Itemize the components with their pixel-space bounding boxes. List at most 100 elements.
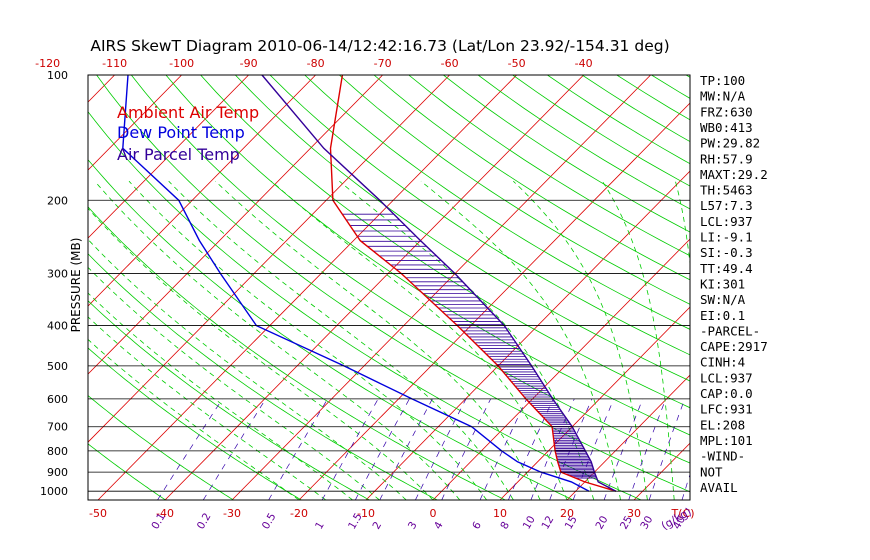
mixing-ratio-line [530, 398, 575, 500]
mixing-ratio-line [379, 398, 433, 500]
moist-adiabat-line [601, 180, 675, 500]
mixing-ratio-line [549, 398, 593, 500]
index-item: MAXT:29.2 [700, 167, 768, 182]
bottom-temp-tick-label: -30 [223, 507, 241, 520]
temp-unit-label: T(C) [671, 507, 695, 520]
cape-hatching [342, 213, 597, 479]
pressure-tick-label: 500 [47, 360, 68, 373]
dry-adiabat-line [304, 75, 690, 330]
mixing-ratio-tick-label: 20 [594, 514, 611, 532]
moist-adiabat-line [88, 266, 380, 500]
mixing-ratio-tick-label: 2 [370, 520, 384, 532]
moist-adiabat-line [128, 180, 487, 500]
index-item: EI:0.1 [700, 308, 745, 323]
dry-adiabat-line [512, 75, 690, 187]
index-item: CAP:0.0 [700, 386, 753, 401]
mixing-ratio-tick-label: 6 [470, 519, 484, 531]
moist-adiabat-line [271, 180, 568, 500]
index-item: TP:100 [700, 73, 745, 88]
top-temp-tick-label: -70 [374, 57, 392, 70]
pressure-tick-label: 400 [47, 320, 68, 333]
pressure-tick-label: 200 [47, 194, 68, 207]
bottom-temp-tick-label: -40 [156, 507, 174, 520]
moist-adiabat-line [88, 338, 300, 500]
mixing-ratio-line [321, 398, 379, 500]
index-item: KI:301 [700, 276, 745, 291]
dry-adiabat-line [88, 159, 574, 500]
mixing-ratio-line [681, 473, 690, 500]
isotherm-line [432, 238, 690, 500]
bottom-temp-tick-label: -20 [290, 507, 308, 520]
isotherm-line [88, 75, 316, 307]
moist-adiabat-line [88, 292, 353, 500]
mixing-ratio-tick-label: 0.2 [195, 511, 214, 531]
dry-adiabat-line [88, 206, 506, 500]
legend-dew-point-temp: Dew Point Temp [117, 123, 245, 142]
index-item: LCL:937 [700, 214, 753, 229]
pressure-tick-label: 100 [47, 69, 68, 82]
index-item: FRZ:630 [700, 104, 753, 119]
mixing-ratio-tick-label: 25 [618, 514, 635, 532]
mixing-ratio-line [268, 398, 328, 500]
profiles-layer [122, 75, 617, 492]
y-axis-label: PRESSURE (MB) [69, 238, 83, 333]
index-item: CAPE:2917 [700, 339, 768, 354]
bottom-temp-tick-label: -10 [357, 507, 375, 520]
top-temp-tick-label: -60 [441, 57, 459, 70]
index-item: AVAIL [700, 480, 738, 495]
top-temp-tick-label: -100 [169, 57, 194, 70]
index-item: L57:7.3 [700, 198, 753, 213]
index-item: SW:N/A [700, 292, 746, 307]
dry-adiabat-line [339, 75, 690, 305]
dry-adiabat-line [373, 75, 690, 281]
moist-adiabat-line [339, 180, 595, 500]
index-item: MW:N/A [700, 89, 746, 104]
dry-adiabat-line [235, 75, 690, 382]
dry-adiabat-line [88, 347, 302, 500]
isotherm-line [88, 75, 182, 171]
mixing-ratio-tick-label: 30 [638, 514, 655, 532]
bottom-temp-tick-label: 20 [560, 507, 574, 520]
mixing-ratio-line [603, 398, 644, 500]
moist-adiabat-line [675, 181, 690, 268]
mixing-ratio-tick-label: 3 [406, 520, 420, 532]
dry-adiabat-line [96, 75, 690, 493]
plot-frame [87, 74, 691, 501]
bottom-temp-tick-label: -50 [89, 507, 107, 520]
mixing-ratio-tick-label: 0.5 [260, 511, 279, 531]
mixing-ratio-line [479, 398, 528, 500]
mixing-ratio-tick-label: 12 [539, 514, 556, 532]
moist-adiabat-line [88, 238, 407, 500]
bottom-temp-tick-label: 10 [493, 507, 507, 520]
top-temp-tick-label: -120 [35, 57, 60, 70]
dry-adiabat-line [130, 75, 690, 464]
mixing-ratio-tick-label: 8 [498, 520, 512, 532]
mixing-ratio-line [157, 398, 223, 500]
isotherm-line [88, 75, 249, 239]
bottom-temp-tick-label: 0 [430, 507, 437, 520]
pressure-tick-label: 300 [47, 268, 68, 281]
air-parcel-temp-profile [261, 75, 617, 492]
mixing-ratio-line [648, 398, 686, 500]
mixing-ratio-tick-label: 40 [671, 514, 688, 532]
moist-adiabat-line [168, 180, 514, 500]
index-item: MPL:101 [700, 433, 753, 448]
top-temp-tick-label: -40 [575, 57, 593, 70]
mixing-ratio-tick-label: 10 [521, 514, 538, 532]
pressure-tick-label: 900 [47, 466, 68, 479]
mixing-ratio-tick-label: 15 [563, 514, 580, 532]
index-item: LI:-9.1 [700, 230, 753, 245]
index-item: LFC:931 [700, 402, 753, 417]
moist-adiabat-line [88, 316, 327, 500]
index-item: TH:5463 [700, 183, 753, 198]
isotherm-line [298, 102, 690, 500]
chart-title: AIRS SkewT Diagram 2010-06-14/12:42:16.7… [90, 37, 669, 55]
index-item: EL:208 [700, 417, 745, 432]
top-temp-tick-label: -90 [240, 57, 258, 70]
index-item: -PARCEL- [700, 323, 760, 338]
dew-point-temp-profile [122, 75, 590, 492]
isotherm-line [164, 75, 584, 500]
moist-adiabat-line [513, 180, 648, 500]
index-item: LCL:937 [700, 370, 753, 385]
